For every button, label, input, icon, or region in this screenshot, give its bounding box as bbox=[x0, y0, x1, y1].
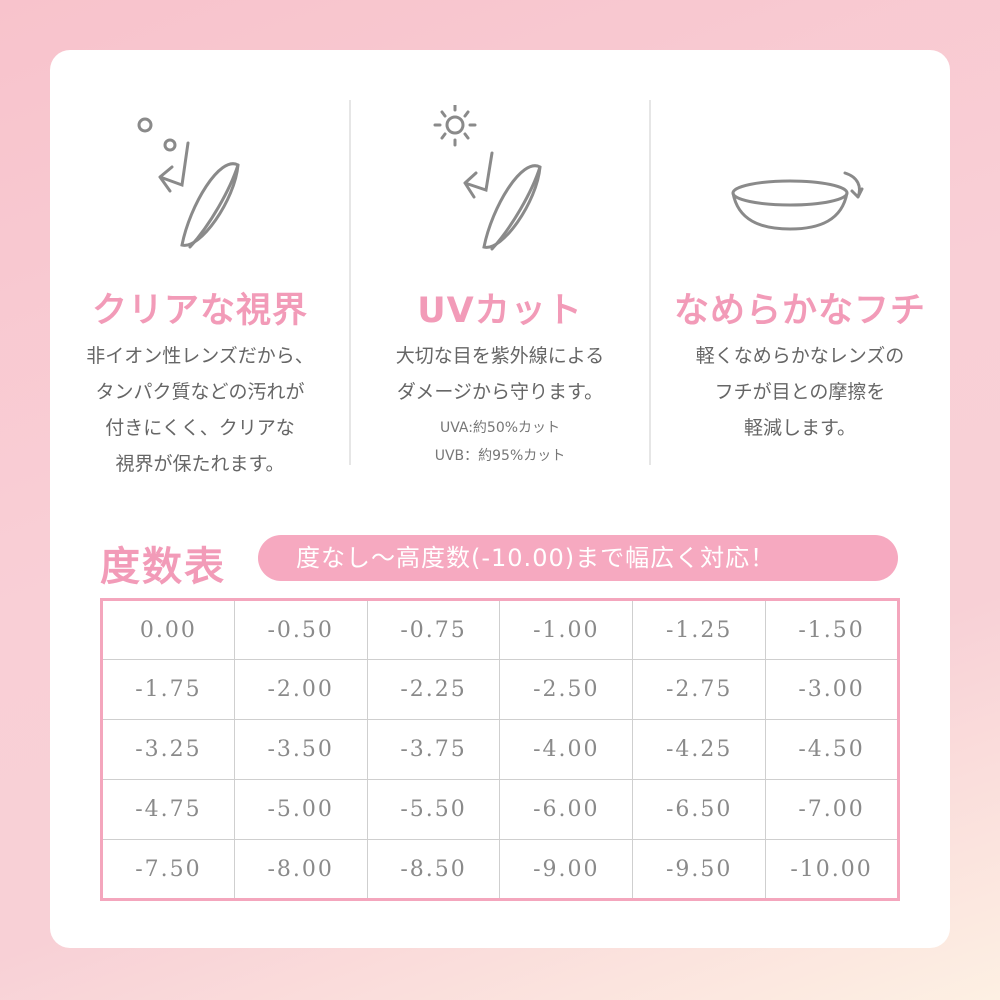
power-cell: -1.50 bbox=[765, 599, 899, 660]
power-cell: -1.25 bbox=[632, 599, 767, 660]
power-cell: -5.00 bbox=[233, 779, 368, 840]
text-line: 軽くなめらかなレンズの bbox=[695, 345, 905, 367]
power-cell: -2.50 bbox=[499, 659, 634, 720]
text-line: ダメージから守ります。 bbox=[396, 381, 604, 403]
power-range-badge: 度なし～高度数(-10.00)まで幅広く対応！ bbox=[258, 535, 898, 581]
text-line: 付きにくく、クリアな bbox=[105, 417, 295, 439]
uv-notes: UVA:約50%カット UVB：約95%カット bbox=[350, 414, 650, 470]
text-line: 視界が保たれます。 bbox=[115, 453, 285, 475]
power-cell: -7.50 bbox=[101, 839, 235, 900]
divider bbox=[649, 100, 651, 465]
feature-description: 軽くなめらかなレンズの フチが目との摩擦を 軽減します。 bbox=[650, 338, 950, 446]
power-cell: -2.00 bbox=[233, 659, 368, 720]
power-cell: -0.50 bbox=[233, 599, 368, 660]
power-cell: -3.75 bbox=[366, 719, 501, 780]
power-cell: -3.00 bbox=[765, 659, 899, 720]
divider bbox=[349, 100, 351, 465]
power-cell: -10.00 bbox=[765, 839, 899, 900]
text-line: タンパク質などの汚れが bbox=[95, 381, 305, 403]
text-line: 大切な目を紫外線による bbox=[395, 345, 605, 367]
power-cell: -9.00 bbox=[499, 839, 634, 900]
power-cell: -2.75 bbox=[632, 659, 767, 720]
power-cell: -6.50 bbox=[632, 779, 767, 840]
feature-title: クリアな視界 bbox=[91, 291, 308, 331]
table-row: -3.25 -3.50 -3.75 -4.00 -4.25 -4.50 bbox=[101, 719, 899, 780]
text-line: フチが目との摩擦を bbox=[714, 381, 886, 403]
power-cell: -2.25 bbox=[366, 659, 501, 720]
feature-description: 非イオン性レンズだから、 タンパク質などの汚れが 付きにくく、クリアな 視界が保… bbox=[50, 338, 350, 482]
power-cell: -9.50 bbox=[632, 839, 767, 900]
table-row: 0.00 -0.50 -0.75 -1.00 -1.25 -1.50 bbox=[101, 599, 899, 660]
table-row: -4.75 -5.00 -5.50 -6.00 -6.50 -7.00 bbox=[101, 779, 899, 840]
lens-droplets-icon bbox=[137, 117, 240, 249]
feature-card: クリアな視界 非イオン性レンズだから、 タンパク質などの汚れが 付きにくく、クリ… bbox=[50, 50, 950, 948]
uvb-note: UVB：約95%カット bbox=[434, 448, 566, 464]
table-row: -1.75 -2.00 -2.25 -2.50 -2.75 -3.00 bbox=[101, 659, 899, 720]
table-row: -7.50 -8.00 -8.50 -9.00 -9.50 -10.00 bbox=[101, 839, 899, 900]
uva-note: UVA:約50%カット bbox=[439, 420, 561, 436]
power-table: 0.00 -0.50 -0.75 -1.00 -1.25 -1.50 -1.75 -2.00-… bbox=[100, 598, 900, 901]
power-cell: -4.75 bbox=[101, 779, 235, 840]
power-cell: -7.00 bbox=[765, 779, 899, 840]
power-cell: -0.75 bbox=[366, 599, 501, 660]
power-cell: -3.25 bbox=[101, 719, 235, 780]
power-cell: -8.50 bbox=[366, 839, 501, 900]
lens-edge-icon bbox=[731, 171, 864, 231]
power-cell: -1.75 bbox=[101, 659, 235, 720]
power-cell: 0.00 bbox=[101, 599, 235, 660]
power-cell: -6.00 bbox=[499, 779, 634, 840]
power-cell: -8.00 bbox=[233, 839, 368, 900]
power-cell: -4.50 bbox=[765, 719, 899, 780]
power-cell: -3.50 bbox=[233, 719, 368, 780]
power-table-heading: 度数表 bbox=[100, 544, 226, 590]
feature-title: なめらかなフチ bbox=[673, 291, 926, 331]
power-cell: -5.50 bbox=[366, 779, 501, 840]
text-line: 軽減します。 bbox=[743, 417, 857, 439]
power-cell: -1.00 bbox=[499, 599, 634, 660]
text-line: 非イオン性レンズだから、 bbox=[86, 345, 314, 367]
feature-description: 大切な目を紫外線による ダメージから守ります。 UVA:約50%カット UVB：… bbox=[350, 338, 650, 470]
power-cell: -4.00 bbox=[499, 719, 634, 780]
feature-title: UVカット bbox=[417, 291, 583, 331]
lens-sun-icon bbox=[433, 105, 542, 251]
power-cell: -4.25 bbox=[632, 719, 767, 780]
